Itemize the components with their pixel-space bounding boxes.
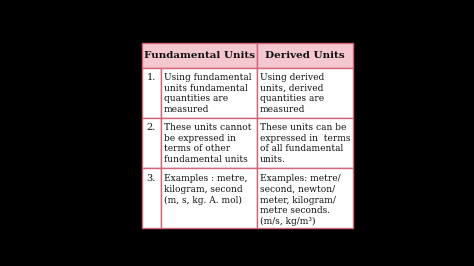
Text: 3.: 3. (147, 174, 156, 183)
Bar (142, 168, 161, 227)
Bar (161, 68, 257, 118)
Text: Derived Units: Derived Units (265, 51, 345, 60)
Text: 1.: 1. (147, 73, 156, 82)
Bar (161, 168, 257, 227)
Bar (142, 68, 161, 118)
Text: Using derived
units, derived
quantities are
measured: Using derived units, derived quantities … (260, 73, 324, 114)
Bar (257, 168, 353, 227)
Text: 2.: 2. (147, 123, 156, 132)
Bar (142, 43, 257, 68)
Bar (257, 118, 353, 168)
Bar (257, 68, 353, 118)
Text: Using fundamental
units fundamental
quantities are
measured: Using fundamental units fundamental quan… (164, 73, 251, 114)
Text: These units can be
expressed in  terms
of all fundamental
units.: These units can be expressed in terms of… (260, 123, 350, 164)
Text: These units cannot
be expressed in
terms of other
fundamental units: These units cannot be expressed in terms… (164, 123, 251, 164)
Bar (142, 118, 161, 168)
Bar (257, 43, 353, 68)
Bar (161, 118, 257, 168)
Text: Examples: metre/
second, newton/
meter, kilogram/
metre seconds.
(m/s, kg/m³): Examples: metre/ second, newton/ meter, … (260, 174, 341, 226)
Text: Fundamental Units: Fundamental Units (144, 51, 255, 60)
Text: Examples : metre,
kilogram, second
(m, s, kg. A. mol): Examples : metre, kilogram, second (m, s… (164, 174, 247, 205)
